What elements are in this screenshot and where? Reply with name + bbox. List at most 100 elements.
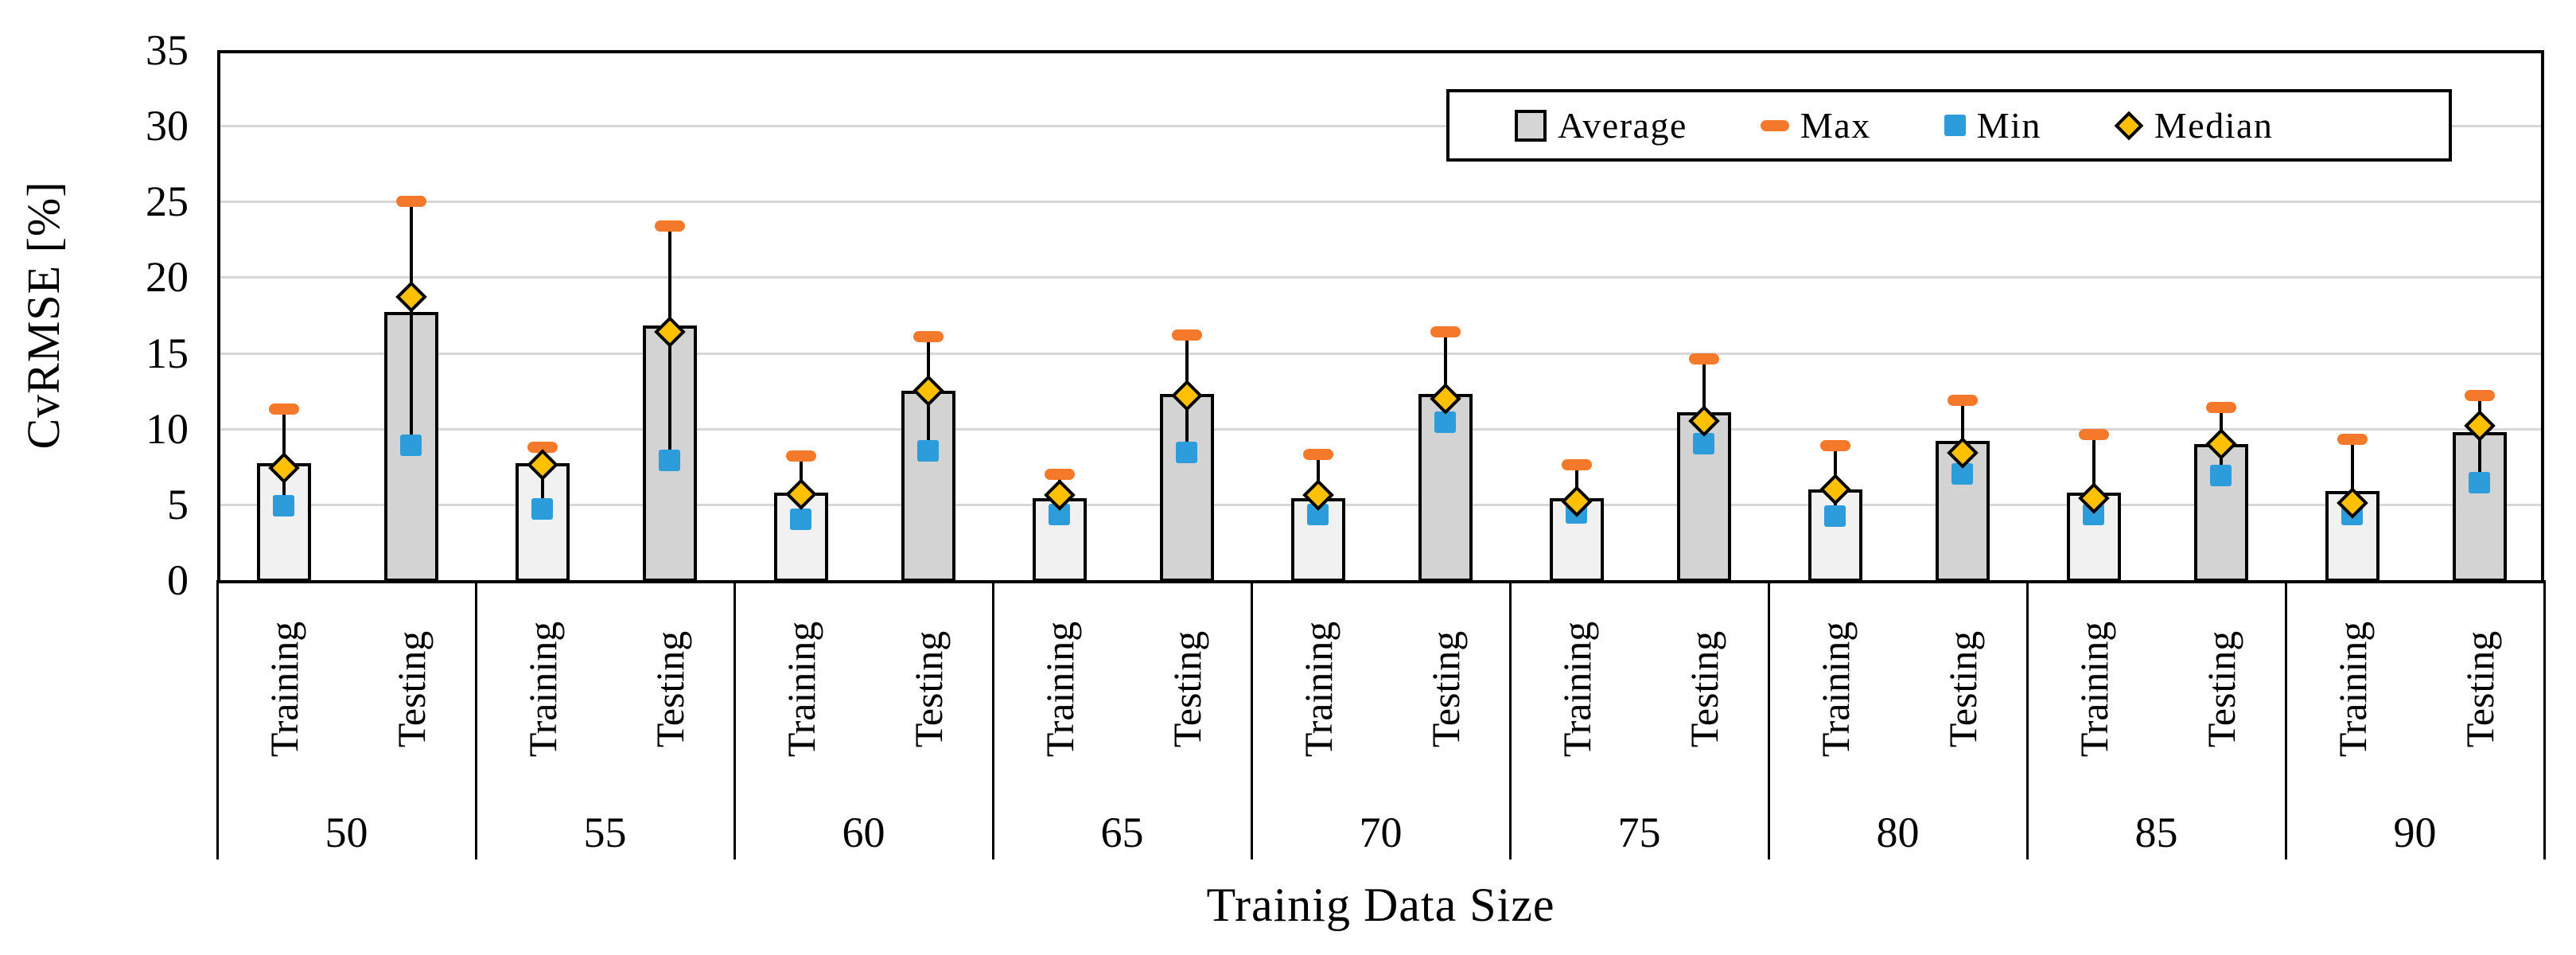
y-axis-title: CvRMSE [%] bbox=[18, 181, 69, 450]
max-marker bbox=[1303, 449, 1333, 461]
y-tick-label: 20 bbox=[146, 253, 189, 302]
x-category-label: Training bbox=[2072, 621, 2116, 758]
error-bar bbox=[2351, 439, 2354, 516]
gridline bbox=[217, 125, 2544, 128]
error-bar bbox=[1961, 400, 1964, 474]
gridline bbox=[217, 427, 2544, 431]
error-bar bbox=[2092, 435, 2095, 516]
min-marker bbox=[2210, 464, 2232, 486]
max-marker bbox=[913, 330, 944, 342]
max-marker bbox=[2337, 434, 2368, 446]
legend-item: Min bbox=[1944, 104, 2041, 146]
legend-label: Median bbox=[2154, 105, 2274, 146]
max-marker bbox=[1562, 459, 1592, 471]
bar-training-50 bbox=[257, 463, 311, 582]
gridline bbox=[217, 503, 2544, 506]
min-marker bbox=[531, 497, 553, 520]
y-tick-label: 5 bbox=[167, 480, 189, 528]
max-marker bbox=[2206, 402, 2236, 414]
x-axis-title: Trainig Data Size bbox=[1206, 879, 1555, 931]
group-size-label: 90 bbox=[2393, 809, 2437, 856]
x-category-label: Training bbox=[1813, 621, 1858, 758]
gridline bbox=[217, 352, 2544, 355]
min-marker bbox=[790, 508, 811, 530]
max-marker bbox=[786, 450, 816, 462]
group-separator bbox=[1508, 580, 1512, 860]
x-category-label: Training bbox=[1296, 621, 1341, 758]
bar-testing-85 bbox=[2194, 443, 2248, 582]
legend: Average Max Min Median bbox=[1446, 89, 2452, 162]
max-marker bbox=[655, 220, 685, 232]
group-separator bbox=[733, 580, 736, 860]
group-size-label: 50 bbox=[325, 809, 368, 856]
legend-item: Median bbox=[2114, 104, 2274, 146]
group-size-label: 60 bbox=[842, 809, 885, 856]
group-separator bbox=[2025, 580, 2029, 860]
plot-area-border bbox=[217, 50, 2544, 583]
min-marker bbox=[1824, 505, 1846, 528]
x-category-label: Testing bbox=[1682, 630, 1726, 748]
group-separator bbox=[2284, 580, 2287, 860]
max-marker bbox=[1820, 439, 1850, 451]
min-marker bbox=[273, 494, 294, 516]
max-marker bbox=[2465, 389, 2495, 401]
x-category-label: Testing bbox=[2457, 630, 2502, 748]
group-separator bbox=[2543, 580, 2546, 860]
group-size-label: 55 bbox=[583, 809, 627, 856]
legend-label: Max bbox=[1800, 105, 1871, 146]
y-tick-label: 30 bbox=[146, 102, 189, 150]
legend-item: Max bbox=[1760, 104, 1871, 146]
x-category-label: Training bbox=[1037, 621, 1082, 758]
x-category-label: Training bbox=[262, 621, 306, 758]
min-marker bbox=[1176, 442, 1197, 464]
error-bar bbox=[1444, 331, 1447, 423]
max-marker bbox=[1172, 329, 1202, 341]
gridline bbox=[217, 276, 2544, 279]
x-category-label: Testing bbox=[648, 630, 692, 748]
max-marker bbox=[396, 196, 426, 208]
x-category-label: Training bbox=[2330, 621, 2375, 758]
median-legend-marker bbox=[2114, 111, 2144, 140]
min-marker bbox=[1434, 411, 1456, 434]
average-legend-marker bbox=[1515, 109, 1547, 142]
group-size-label: 70 bbox=[1359, 809, 1403, 856]
group-separator bbox=[1250, 580, 1253, 860]
error-bar bbox=[410, 201, 413, 446]
max-marker bbox=[1430, 325, 1461, 337]
gridline bbox=[217, 201, 2544, 204]
group-separator bbox=[216, 580, 219, 860]
x-category-label: Testing bbox=[389, 630, 434, 748]
min-legend-marker bbox=[1944, 115, 1966, 136]
x-category-label: Training bbox=[779, 621, 823, 758]
group-separator bbox=[991, 580, 994, 860]
group-separator bbox=[1767, 580, 1770, 860]
max-marker bbox=[1045, 468, 1075, 480]
max-marker bbox=[269, 403, 299, 415]
min-marker bbox=[659, 449, 680, 471]
group-size-label: 65 bbox=[1100, 809, 1144, 856]
group-size-label: 75 bbox=[1617, 809, 1661, 856]
group-separator bbox=[474, 580, 477, 860]
max-marker bbox=[1948, 394, 1978, 406]
error-bar bbox=[1702, 359, 1706, 444]
y-tick-label: 25 bbox=[146, 177, 189, 226]
min-marker bbox=[2469, 472, 2490, 494]
group-size-label: 85 bbox=[2134, 809, 2178, 856]
max-marker bbox=[2079, 429, 2109, 441]
min-marker bbox=[400, 434, 422, 456]
y-tick-label: 35 bbox=[146, 26, 189, 74]
max-legend-marker bbox=[1760, 119, 1789, 131]
legend-label: Min bbox=[1976, 105, 2041, 146]
y-tick-label: 10 bbox=[146, 404, 189, 453]
max-marker bbox=[1689, 353, 1719, 365]
y-tick-label: 0 bbox=[167, 556, 189, 604]
legend-item: Average bbox=[1515, 104, 1687, 146]
x-category-label: Testing bbox=[1423, 630, 1468, 748]
max-marker bbox=[527, 441, 558, 453]
legend-label: Average bbox=[1558, 105, 1687, 146]
x-category-label: Training bbox=[520, 621, 565, 758]
x-category-label: Testing bbox=[1940, 630, 1985, 748]
group-size-label: 80 bbox=[1876, 809, 1920, 856]
min-marker bbox=[917, 440, 939, 462]
